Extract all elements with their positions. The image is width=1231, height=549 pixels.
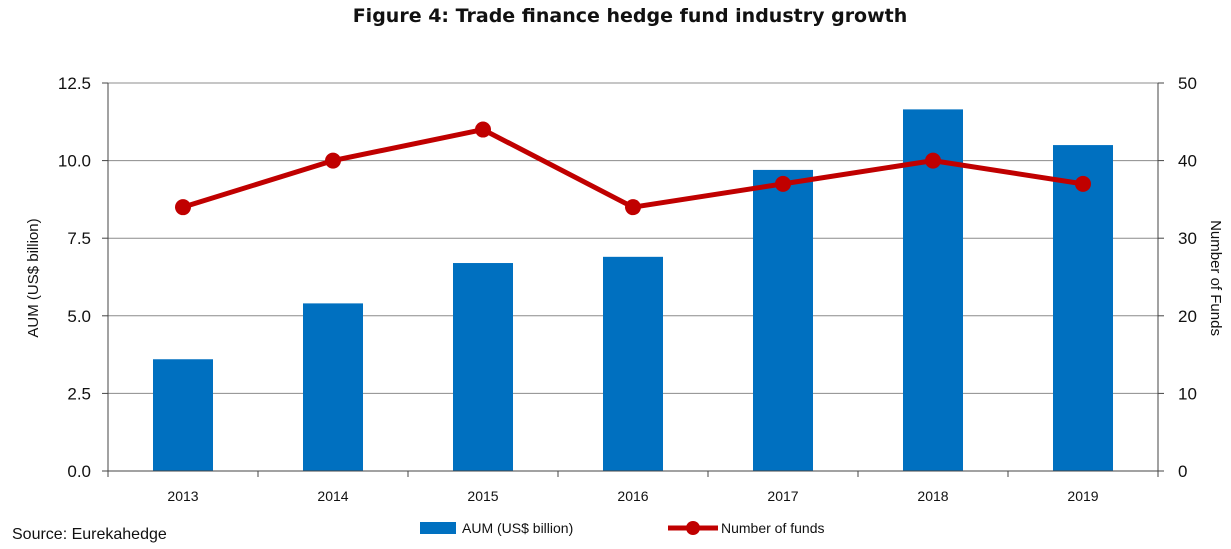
y2-tick-label: 50 bbox=[1178, 74, 1197, 93]
bar-aum-2016 bbox=[603, 256, 663, 471]
y-tick-label: 5.0 bbox=[67, 307, 91, 326]
x-tick-label: 2015 bbox=[467, 488, 498, 504]
funds-point-2016 bbox=[625, 199, 641, 216]
x-tick-label: 2016 bbox=[617, 488, 648, 504]
legend: AUM (US$ billion) Number of funds bbox=[420, 520, 825, 536]
bar-aum-2017 bbox=[753, 169, 813, 472]
y-tick-label: 7.5 bbox=[67, 229, 91, 248]
x-tick-label: 2018 bbox=[917, 488, 948, 504]
legend-aum-swatch bbox=[420, 522, 456, 534]
gridlines bbox=[108, 82, 1158, 394]
y-tick-label: 2.5 bbox=[67, 384, 91, 403]
right-axis-ticks: 0 10 20 30 40 50 bbox=[1158, 74, 1197, 481]
legend-aum-label: AUM (US$ billion) bbox=[462, 520, 573, 536]
x-tick-label: 2014 bbox=[317, 488, 348, 504]
x-tick-label: 2013 bbox=[167, 488, 198, 504]
funds-point-2013 bbox=[175, 199, 191, 216]
legend-funds-label: Number of funds bbox=[721, 520, 825, 536]
source-note: Source: Eurekahedge bbox=[12, 526, 167, 543]
funds-point-2019 bbox=[1075, 175, 1091, 192]
bar-aum-2015 bbox=[453, 263, 513, 471]
chart-title: Figure 4: Trade finance hedge fund indus… bbox=[353, 5, 908, 27]
axes bbox=[107, 83, 1159, 472]
x-tick-label: 2017 bbox=[767, 488, 798, 504]
y-tick-label: 0.0 bbox=[67, 462, 91, 481]
y2-tick-label: 20 bbox=[1178, 307, 1197, 326]
y2-tick-label: 30 bbox=[1178, 229, 1197, 248]
y-axis-title: AUM (US$ billion) bbox=[25, 218, 42, 337]
y2-axis-title: Number of Funds bbox=[1207, 220, 1224, 336]
bar-aum-2019 bbox=[1053, 145, 1113, 471]
x-tick-label: 2019 bbox=[1067, 488, 1098, 504]
y-tick-label: 12.5 bbox=[58, 74, 91, 93]
y2-tick-label: 0 bbox=[1178, 462, 1187, 481]
legend-funds-marker bbox=[686, 521, 700, 535]
bar-aum-2013 bbox=[153, 359, 213, 471]
funds-point-2015 bbox=[475, 121, 491, 138]
funds-point-2018 bbox=[925, 152, 941, 169]
bar-series bbox=[153, 109, 1113, 472]
line-series bbox=[175, 121, 1091, 216]
funds-point-2014 bbox=[325, 152, 341, 169]
y2-tick-label: 40 bbox=[1178, 152, 1197, 171]
left-axis-ticks: 0.0 2.5 5.0 7.5 10.0 12.5 bbox=[58, 74, 108, 481]
bar-aum-2014 bbox=[303, 303, 363, 471]
x-axis-ticks: 2013 2014 2015 2016 2017 2018 2019 bbox=[107, 471, 1159, 504]
y-tick-label: 10.0 bbox=[58, 152, 91, 171]
funds-point-2017 bbox=[775, 175, 791, 192]
bar-aum-2018 bbox=[903, 109, 963, 471]
y2-tick-label: 10 bbox=[1178, 384, 1197, 403]
